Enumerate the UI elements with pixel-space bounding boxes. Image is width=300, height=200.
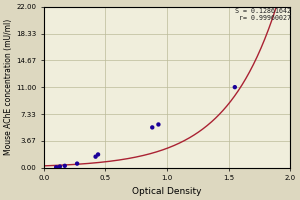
Point [156, 123, 161, 126]
X-axis label: Optical Density: Optical Density [132, 187, 202, 196]
Point [58, 165, 62, 168]
Text: S = 0.12861642
r= 0.99960027: S = 0.12861642 r= 0.99960027 [235, 8, 291, 21]
Point [75, 162, 80, 165]
Point [232, 86, 237, 89]
Y-axis label: Mouse AChE concentration (mU/ml): Mouse AChE concentration (mU/ml) [4, 19, 13, 155]
Point [62, 164, 67, 167]
Point [150, 126, 155, 129]
Point [54, 166, 58, 169]
Point [93, 155, 98, 158]
Point [96, 153, 100, 156]
